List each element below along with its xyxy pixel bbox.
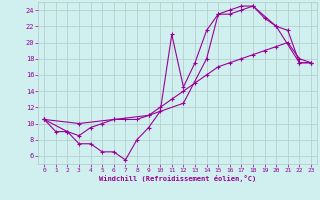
X-axis label: Windchill (Refroidissement éolien,°C): Windchill (Refroidissement éolien,°C)	[99, 175, 256, 182]
